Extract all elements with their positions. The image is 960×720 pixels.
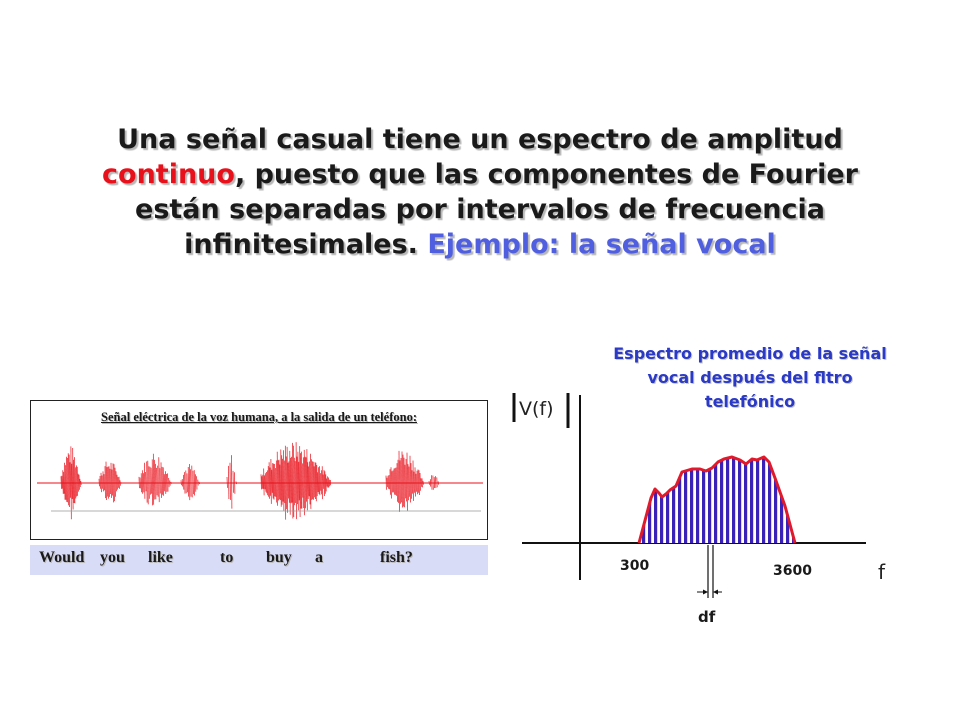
word-like: like — [148, 549, 173, 566]
word-to: to — [220, 549, 234, 566]
df-arrowhead-right — [713, 589, 718, 595]
waveform-caption: Señal eléctrica de la voz humana, a la s… — [101, 410, 417, 424]
df-arrowhead-left — [703, 589, 708, 595]
word-you: you — [100, 549, 125, 566]
waveform-plot — [37, 442, 483, 520]
title-text-1: Una señal casual tiene un espectro de am… — [117, 124, 843, 155]
word-a: a — [315, 549, 323, 566]
tick-label-3600: 3600 — [773, 563, 812, 579]
waveform-panel: Señal eléctrica de la voz humana, a la s… — [30, 400, 488, 540]
slide-title: Una señal casual tiene un espectro de am… — [60, 122, 900, 262]
word-fish: fish? — [380, 549, 413, 566]
word-would: Would — [39, 549, 85, 566]
spectrum-x-label: f — [878, 560, 886, 584]
waveform-bursts — [60, 442, 439, 520]
tick-label-300: 300 — [620, 558, 650, 574]
spoken-words-bar: Would you like to buy a fish? — [30, 545, 488, 575]
title-text-2: , puesto que las componentes de Fourier … — [135, 159, 858, 260]
word-buy: buy — [266, 549, 292, 566]
df-label: df — [698, 608, 716, 626]
title-highlight-continuo: continuo — [102, 159, 235, 190]
spectrum-y-label: V(f) — [519, 398, 554, 420]
spectrum-outline — [637, 455, 797, 544]
title-highlight-example: Ejemplo: la señal vocal — [427, 229, 776, 260]
spectrum-title: Espectro promedio de la señal vocal desp… — [613, 344, 887, 411]
